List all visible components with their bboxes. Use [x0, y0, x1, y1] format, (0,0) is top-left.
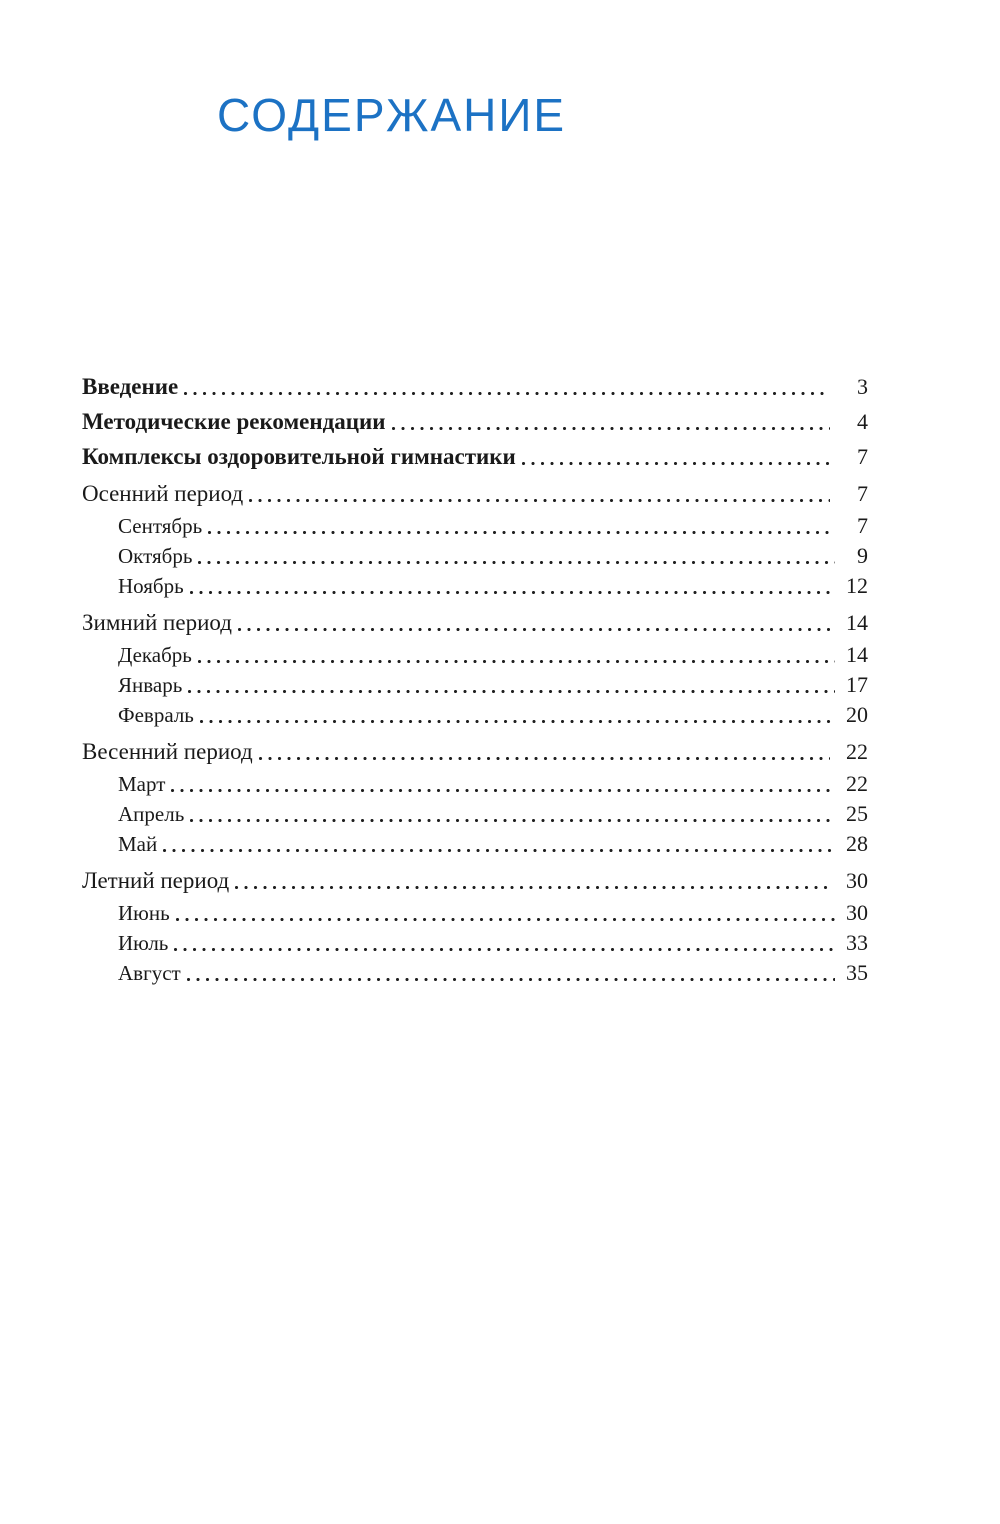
dotted-leader	[190, 819, 835, 822]
dotted-leader	[188, 690, 835, 693]
toc-entry-page-number: 4	[857, 409, 868, 434]
toc-entry-label: Октябрь	[118, 544, 193, 568]
toc-entry-label: Май	[118, 832, 158, 856]
toc-entry: Весенний период 22	[82, 737, 868, 767]
toc-entry: Январь 17	[82, 670, 868, 700]
toc-entry-page-number: 7	[857, 444, 868, 469]
toc-entry: Декабрь 14	[82, 640, 868, 670]
toc-entry: Ноябрь 12	[82, 571, 868, 601]
page-title: СОДЕРЖАНИЕ	[217, 89, 567, 141]
toc-entry-label: Введение	[82, 374, 179, 399]
toc-entry-page-number: 33	[846, 930, 868, 955]
toc-entry-page-number: 25	[846, 801, 868, 826]
toc-entry-page-number: 20	[846, 702, 868, 727]
toc-entry-page-number: 7	[857, 513, 868, 538]
table-of-contents: Введение 3 Методические рекомендации 4 К…	[82, 372, 868, 988]
toc-entry: Август 35	[82, 958, 868, 988]
toc-entry-label: Декабрь	[118, 643, 192, 667]
dotted-leader	[163, 849, 835, 852]
toc-entry-page-number: 35	[846, 960, 868, 985]
toc-entry: Осенний период 7	[82, 479, 868, 509]
toc-entry-label: Апрель	[118, 802, 185, 826]
dotted-leader	[174, 948, 835, 951]
dotted-leader	[235, 886, 830, 889]
toc-entry: Июль 33	[82, 928, 868, 958]
toc-entry: Летний период 30	[82, 866, 868, 896]
dotted-leader	[171, 789, 835, 792]
dotted-leader	[521, 462, 830, 465]
toc-entry-page-number: 7	[857, 481, 868, 506]
toc-entry-label: Сентябрь	[118, 514, 203, 538]
toc-entry-page-number: 28	[846, 831, 868, 856]
toc-entry: Методические рекомендации 4	[82, 407, 868, 437]
toc-entry: Апрель 25	[82, 799, 868, 829]
toc-entry-page-number: 17	[846, 672, 868, 697]
toc-entry: Май 28	[82, 829, 868, 859]
toc-entry-label: Июль	[118, 931, 169, 955]
toc-entry-page-number: 30	[846, 900, 868, 925]
toc-entry: Октябрь 9	[82, 541, 868, 571]
dotted-leader	[249, 499, 830, 502]
toc-entry-label: Зимний период	[82, 610, 232, 635]
toc-entry-page-number: 14	[846, 642, 868, 667]
toc-entry-page-number: 14	[846, 610, 868, 635]
toc-entry-label: Август	[118, 961, 181, 985]
dotted-leader	[184, 392, 830, 395]
dotted-leader	[391, 427, 830, 430]
toc-entry-page-number: 22	[846, 771, 868, 796]
toc-entry-page-number: 9	[857, 543, 868, 568]
dotted-leader	[258, 757, 830, 760]
dotted-leader	[237, 628, 830, 631]
toc-entry-label: Методические рекомендации	[82, 409, 386, 434]
dotted-leader	[199, 720, 835, 723]
dotted-leader	[198, 561, 835, 564]
toc-entry-page-number: 30	[846, 868, 868, 893]
dotted-leader	[186, 978, 835, 981]
dotted-leader	[208, 531, 835, 534]
toc-entry: Введение 3	[82, 372, 868, 402]
dotted-leader	[189, 591, 835, 594]
toc-entry-label: Осенний период	[82, 481, 244, 506]
toc-entry: Зимний период 14	[82, 608, 868, 638]
toc-entry-page-number: 12	[846, 573, 868, 598]
toc-entry-label: Комплексы оздоровительной гимнастики	[82, 444, 516, 469]
toc-entry-label: Июнь	[118, 901, 170, 925]
toc-entry: Февраль 20	[82, 700, 868, 730]
toc-entry-label: Ноябрь	[118, 574, 184, 598]
toc-entry: Сентябрь 7	[82, 511, 868, 541]
toc-entry-page-number: 3	[857, 374, 868, 399]
toc-entry-label: Февраль	[118, 703, 194, 727]
toc-entry-label: Январь	[118, 673, 183, 697]
toc-entry-label: Март	[118, 772, 166, 796]
dotted-leader	[197, 660, 835, 663]
toc-entry: Март 22	[82, 769, 868, 799]
toc-entry-label: Весенний период	[82, 739, 253, 764]
toc-entry-page-number: 22	[846, 739, 868, 764]
toc-entry: Комплексы оздоровительной гимнастики 7	[82, 442, 868, 472]
dotted-leader	[175, 918, 835, 921]
toc-entry-label: Летний период	[82, 868, 230, 893]
toc-entry: Июнь 30	[82, 898, 868, 928]
